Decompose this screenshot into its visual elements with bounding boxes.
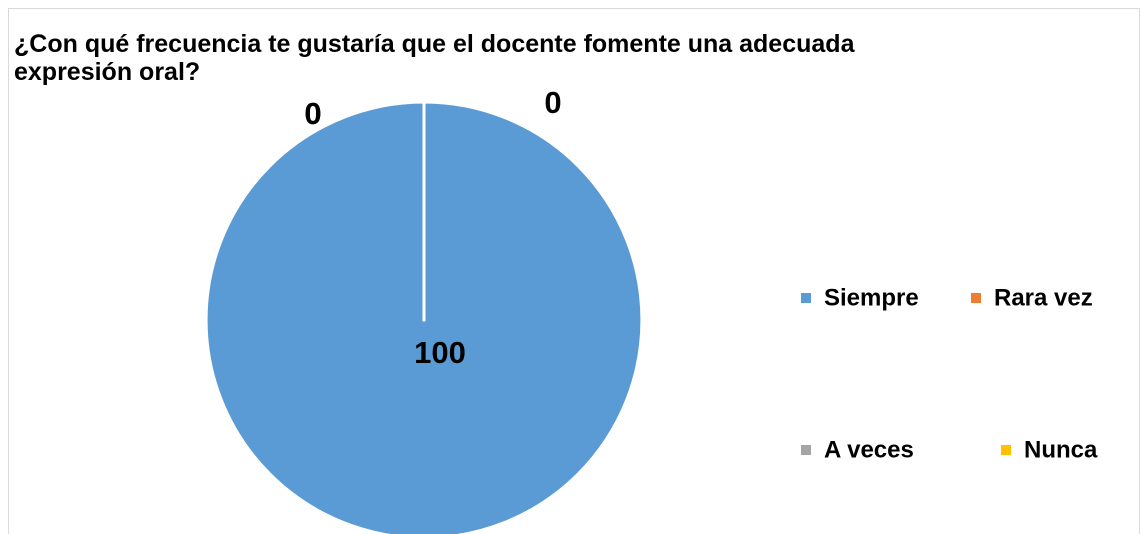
legend-swatch [971,293,981,303]
chart-frame [8,8,1140,534]
legend-swatch [1001,445,1011,455]
data-label: 0 [304,96,321,131]
data-label: 0 [544,85,561,120]
legend-swatch [801,293,811,303]
legend-label: Rara vez [994,284,1093,311]
legend-label: Nunca [1024,436,1098,463]
legend-label: A veces [824,436,914,463]
chart-title: ¿Con qué frecuencia te gustaría que el d… [14,30,855,86]
legend-swatch [801,445,811,455]
legend-label: Siempre [824,284,919,311]
data-label: 0 [304,96,321,131]
data-label: 100 [414,335,466,370]
